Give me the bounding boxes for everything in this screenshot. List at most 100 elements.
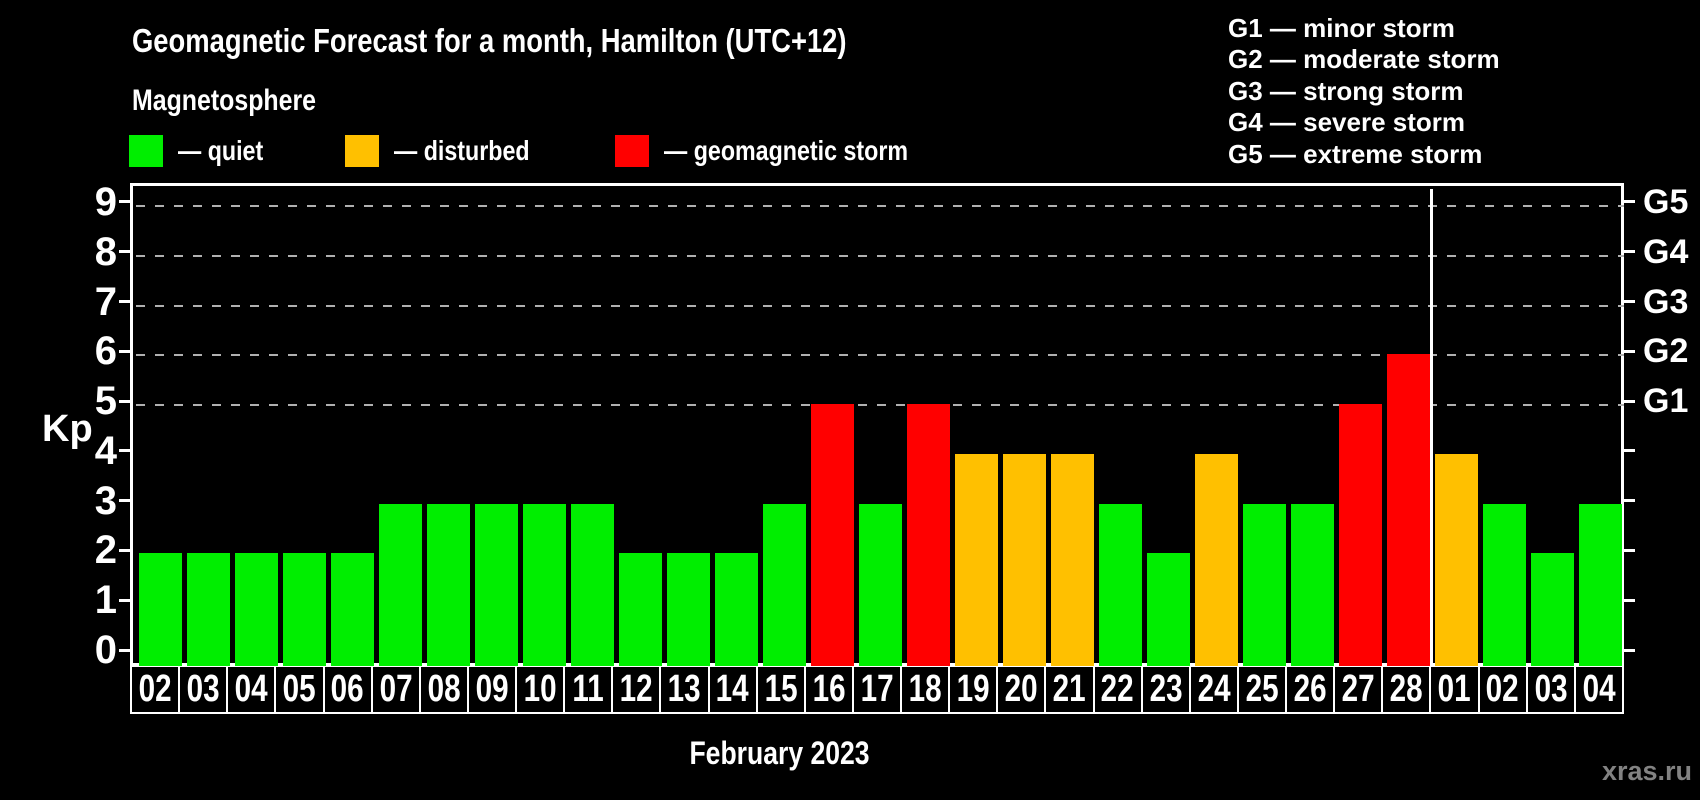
day-cell-25: 27: [1335, 667, 1384, 712]
day-cell-22: 24: [1191, 667, 1239, 712]
y-tick-left-0: [119, 648, 130, 652]
gridline-kp8: [136, 254, 1624, 257]
day-cell-23: 25: [1239, 667, 1287, 712]
y-tick-left-6: [119, 349, 130, 353]
day-label: 04: [234, 668, 268, 710]
kp-bar-day-14: [714, 553, 758, 666]
kp-bar-day-03: [1530, 553, 1574, 666]
day-label: 04: [1582, 668, 1616, 710]
y-tick-label-4: 4: [94, 428, 117, 473]
day-label: 17: [860, 668, 894, 710]
day-label: 03: [186, 668, 220, 710]
kp-bar-day-18: [906, 404, 950, 666]
day-label: 12: [619, 668, 653, 710]
chart-subtitle-text: Magnetosphere: [132, 84, 317, 117]
y-tick-label-8: 8: [94, 229, 117, 274]
legend-item-disturbed: — disturbed: [345, 135, 557, 167]
kp-bar-day-23: [1146, 553, 1190, 666]
kp-bar-day-09: [474, 503, 518, 666]
x-axis-title: February 2023: [130, 735, 1430, 772]
day-label: 24: [1197, 668, 1231, 710]
g-level-label-g3: G3: [1643, 282, 1689, 321]
kp-bar-day-24: [1194, 453, 1238, 666]
day-cell-0: 02: [132, 667, 181, 712]
y-tick-right-2: [1624, 548, 1635, 552]
day-cell-7: 09: [469, 667, 517, 712]
gridline-kp6: [136, 354, 1624, 357]
y-tick-left-5: [119, 399, 130, 403]
day-cell-28: 02: [1480, 667, 1528, 712]
day-label: 02: [138, 668, 172, 710]
y-tick-left-9: [119, 200, 130, 204]
y-tick-right-4: [1624, 449, 1635, 453]
y-tick-right-0: [1624, 648, 1635, 652]
plot-frame: [130, 183, 1624, 667]
day-label: 25: [1245, 668, 1279, 710]
g-legend-line-g1: G1 — minor storm: [1228, 13, 1455, 43]
y-tick-label-9: 9: [94, 179, 117, 224]
day-cell-10: 12: [613, 667, 662, 712]
day-cell-19: 21: [1046, 667, 1095, 712]
kp-bar-day-27: [1338, 404, 1382, 666]
day-label: 15: [764, 668, 798, 710]
kp-bar-day-15: [762, 503, 806, 666]
gridline-kp5: [136, 404, 1624, 407]
y-tick-label-6: 6: [94, 329, 117, 374]
kp-bar-day-04: [1578, 503, 1622, 666]
y-tick-label-7: 7: [94, 279, 117, 324]
kp-bar-day-07: [378, 503, 422, 666]
g-legend-line-g5: G5 — extreme storm: [1228, 138, 1483, 169]
kp-bar-day-04: [234, 553, 278, 666]
g-level-label-g2: G2: [1643, 332, 1689, 371]
day-cell-11: 13: [661, 667, 710, 712]
day-cell-21: 23: [1143, 667, 1191, 712]
day-cell-29: 03: [1528, 667, 1576, 712]
day-label: 01: [1437, 668, 1471, 710]
legend-label-quiet: — quiet: [178, 135, 281, 167]
y-tick-right-1: [1624, 598, 1635, 602]
kp-bar-day-05: [282, 553, 326, 666]
y-tick-left-4: [119, 449, 130, 453]
y-tick-left-2: [119, 548, 130, 552]
kp-bar-day-13: [666, 553, 710, 666]
legend-item-storm: — geomagnetic storm: [615, 135, 958, 167]
y-tick-right-8: [1624, 250, 1635, 254]
day-label: 26: [1293, 668, 1327, 710]
day-cell-3: 05: [276, 667, 325, 712]
kp-bar-day-17: [858, 503, 902, 666]
kp-bar-day-12: [618, 553, 662, 666]
legend-label-text: — geomagnetic storm: [664, 135, 909, 166]
day-label: 22: [1101, 668, 1135, 710]
kp-bar-day-21: [1050, 453, 1094, 666]
day-cell-24: 26: [1287, 667, 1336, 712]
watermark: xras.ru: [1601, 756, 1692, 786]
day-label: 13: [667, 668, 701, 710]
y-tick-left-8: [119, 250, 130, 254]
day-label: 16: [812, 668, 846, 710]
y-tick-right-7: [1624, 300, 1635, 304]
day-label: 19: [956, 668, 990, 710]
day-cell-26: 28: [1383, 667, 1432, 712]
day-label: 10: [523, 668, 557, 710]
day-label: 14: [716, 668, 750, 710]
day-cell-20: 22: [1095, 667, 1143, 712]
day-label: 23: [1149, 668, 1183, 710]
day-cell-5: 07: [373, 667, 421, 712]
g-level-label-g5: G5: [1643, 182, 1689, 221]
kp-bar-day-03: [186, 553, 230, 666]
y-tick-label-1: 1: [94, 578, 117, 623]
kp-bar-day-06: [330, 553, 374, 666]
y-tick-label-5: 5: [94, 379, 117, 424]
day-cell-8: 10: [517, 667, 566, 712]
day-label: 09: [475, 668, 509, 710]
kp-bar-day-25: [1242, 503, 1286, 666]
y-tick-label-2: 2: [94, 528, 117, 573]
kp-bar-day-02: [138, 553, 182, 666]
day-cell-2: 04: [228, 667, 277, 712]
x-axis-day-row: 02 03 04 05 06 07 08 09 10 11 12 13 14 15 16 17 18 19 20 21…: [130, 667, 1624, 714]
day-cell-9: 11: [565, 667, 614, 712]
day-label: 28: [1389, 668, 1423, 710]
kp-bar-day-20: [1002, 453, 1046, 666]
kp-bar-day-28: [1386, 354, 1430, 666]
kp-bar-day-10: [522, 503, 566, 666]
